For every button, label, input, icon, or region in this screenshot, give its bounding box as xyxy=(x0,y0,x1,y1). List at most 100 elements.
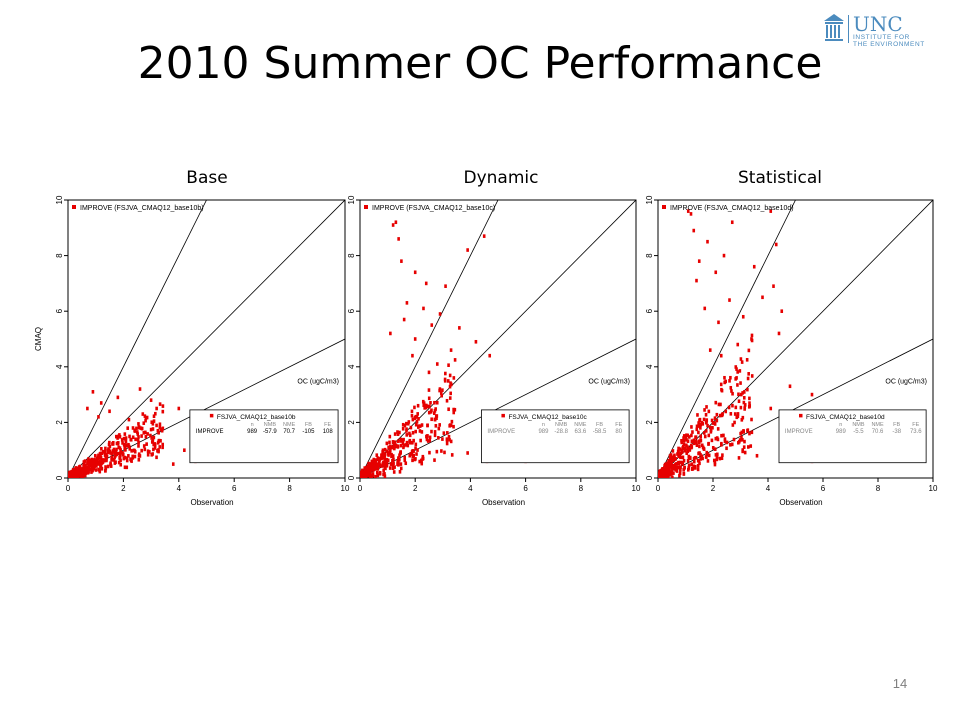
data-point xyxy=(736,342,740,347)
data-point xyxy=(386,452,390,456)
data-point xyxy=(415,452,418,456)
data-point xyxy=(386,449,389,453)
data-point xyxy=(724,409,728,414)
data-point xyxy=(390,445,393,450)
data-point xyxy=(735,376,738,380)
data-point xyxy=(365,469,368,474)
data-point xyxy=(707,453,711,458)
data-point xyxy=(663,474,667,478)
data-point xyxy=(161,404,165,408)
data-point xyxy=(692,459,696,464)
x-tick-label: 8 xyxy=(579,484,584,493)
data-point xyxy=(367,471,371,476)
data-point xyxy=(679,455,682,460)
data-point xyxy=(662,470,665,475)
data-point xyxy=(700,454,703,459)
data-point xyxy=(702,446,705,451)
data-point xyxy=(101,458,105,463)
data-point xyxy=(158,402,162,406)
data-point xyxy=(430,408,433,413)
data-point xyxy=(396,432,400,436)
data-point xyxy=(124,443,128,448)
plot-area xyxy=(68,200,345,478)
stats-marker xyxy=(209,413,214,418)
stats-header: n xyxy=(542,422,545,428)
data-point xyxy=(698,444,701,449)
data-point xyxy=(741,438,744,442)
x-tick-label: 0 xyxy=(358,484,363,493)
data-point xyxy=(715,457,719,462)
data-point xyxy=(137,440,140,445)
data-point xyxy=(719,382,723,387)
data-point xyxy=(449,348,453,352)
stats-header: NMB xyxy=(852,422,865,428)
data-point xyxy=(94,468,98,472)
data-point xyxy=(433,433,437,438)
data-point xyxy=(425,434,428,439)
panel-title-base: Base xyxy=(186,168,228,188)
data-point xyxy=(144,418,147,423)
data-point xyxy=(117,445,121,450)
data-point xyxy=(666,461,670,466)
stats-value: IMPROVE xyxy=(196,429,224,435)
species-label: OC (ugC/m3) xyxy=(297,378,339,385)
data-point xyxy=(679,465,682,469)
data-point xyxy=(383,458,387,463)
stats-value: IMPROVE xyxy=(487,429,515,435)
data-point xyxy=(697,259,701,263)
data-point xyxy=(735,415,739,420)
data-point xyxy=(420,423,424,427)
data-point xyxy=(80,474,83,478)
data-point xyxy=(137,422,140,426)
data-point xyxy=(708,425,712,430)
data-point xyxy=(100,466,104,471)
scatter-plot-statistical: 0 2 4 6 8 10 0 2 4 6 8 10 Observation IMPROVE (FSJVA_… xyxy=(645,195,938,507)
data-point xyxy=(413,270,417,275)
data-point xyxy=(367,465,371,469)
data-point xyxy=(382,455,386,460)
data-point xyxy=(682,442,686,447)
data-point xyxy=(376,473,380,478)
data-point xyxy=(699,426,702,430)
legend-marker xyxy=(72,205,76,209)
data-point xyxy=(730,389,733,393)
data-point xyxy=(729,412,733,416)
data-point xyxy=(104,446,107,451)
data-point xyxy=(400,259,403,263)
data-point xyxy=(716,437,720,442)
stats-marker xyxy=(501,413,505,418)
data-point xyxy=(109,462,112,467)
data-point xyxy=(385,457,389,462)
data-point xyxy=(137,435,140,439)
data-point xyxy=(108,440,111,445)
data-point xyxy=(95,458,98,463)
data-point xyxy=(123,448,127,452)
data-point xyxy=(703,306,707,311)
data-point xyxy=(715,455,719,459)
data-point xyxy=(438,312,442,316)
data-point xyxy=(731,423,735,427)
reference-line xyxy=(658,200,796,478)
data-point xyxy=(119,448,122,452)
data-point xyxy=(393,465,396,469)
data-point xyxy=(703,408,706,412)
legend-marker xyxy=(662,205,666,209)
data-point xyxy=(380,453,383,458)
data-point xyxy=(388,434,392,439)
data-point xyxy=(427,396,431,401)
data-point xyxy=(86,459,90,464)
data-point xyxy=(107,447,110,451)
data-point xyxy=(378,462,381,467)
data-point xyxy=(665,467,669,472)
data-point xyxy=(124,438,127,442)
data-point xyxy=(122,436,126,441)
data-point xyxy=(697,421,700,425)
x-tick-label: 4 xyxy=(177,484,182,493)
data-point xyxy=(104,466,108,471)
data-point xyxy=(774,242,778,247)
data-point xyxy=(690,466,694,471)
data-point xyxy=(397,456,400,460)
data-point xyxy=(398,469,402,474)
data-point xyxy=(692,464,695,469)
data-point xyxy=(434,424,438,428)
